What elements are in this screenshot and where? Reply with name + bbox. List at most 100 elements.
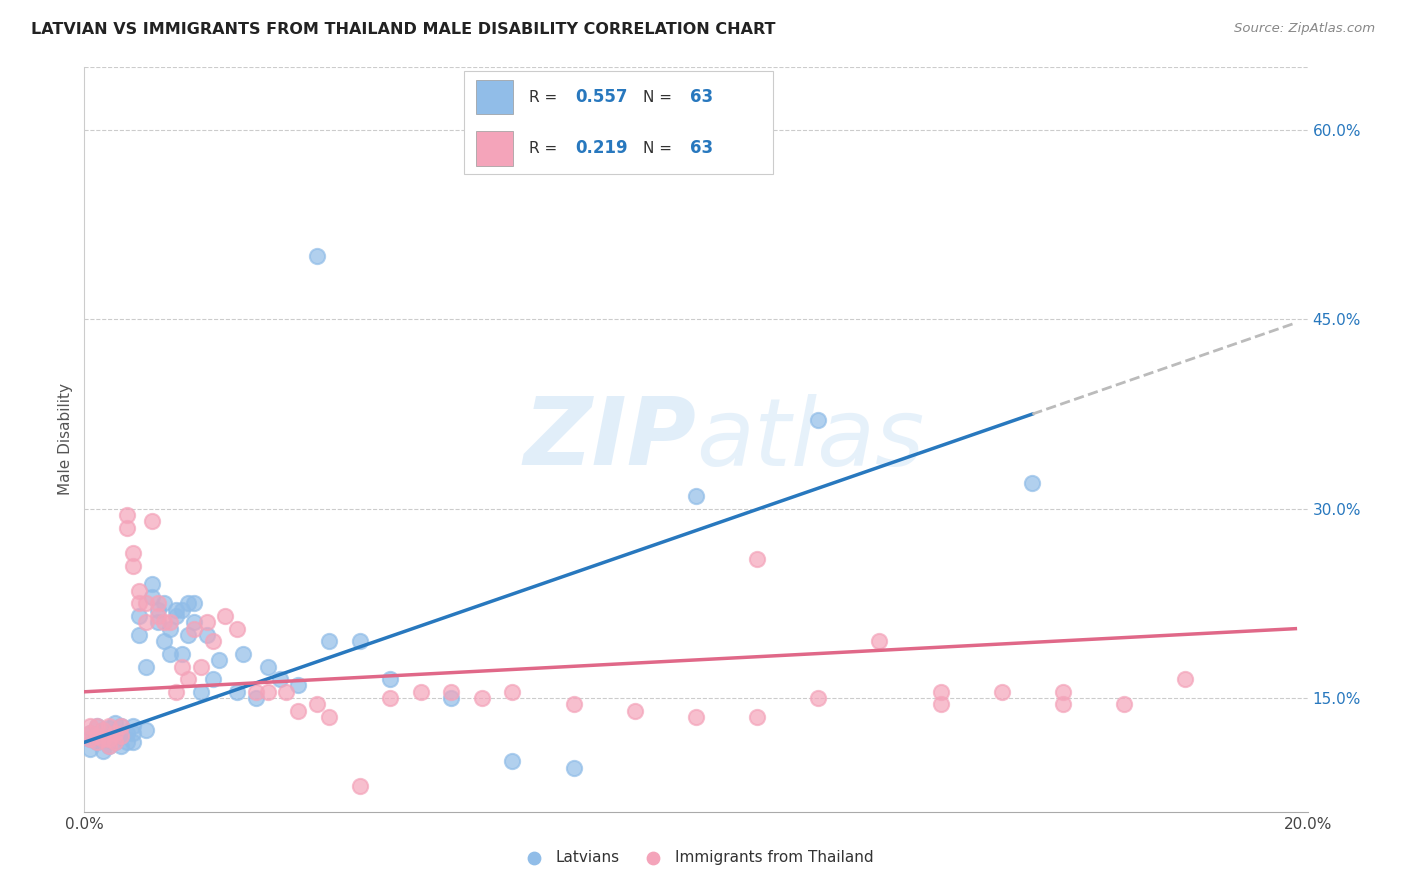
Point (208, 653, 231, 667)
Point (226, 685, 249, 699)
Point (86, 719, 108, 733)
Point (91, 744, 114, 758)
Point (146, 609, 169, 624)
Point (153, 634, 176, 648)
Point (257, 685, 280, 699)
Point (195, 628, 218, 642)
Point (287, 704, 309, 718)
Point (79, 741, 101, 756)
Text: R =: R = (529, 89, 562, 104)
Point (97, 731, 120, 746)
Point (115, 508, 138, 522)
Point (97, 719, 120, 733)
Point (1174, 672, 1197, 686)
Point (226, 622, 249, 636)
Point (177, 628, 200, 642)
Text: 0.219: 0.219 (575, 139, 628, 157)
Text: 0.557: 0.557 (575, 88, 628, 106)
Point (141, 590, 163, 604)
Point (135, 615, 157, 630)
Point (104, 726, 127, 740)
Text: 63: 63 (690, 139, 713, 157)
Point (305, 249, 328, 263)
Point (135, 596, 157, 610)
Point (177, 596, 200, 610)
Point (409, 685, 432, 699)
Point (110, 719, 132, 733)
Point (183, 596, 205, 610)
Point (929, 685, 952, 699)
Point (991, 685, 1014, 699)
Point (91, 731, 114, 746)
Point (110, 729, 132, 743)
Point (165, 603, 187, 617)
Point (276, 685, 298, 699)
Text: LATVIAN VS IMMIGRANTS FROM THAILAND MALE DISABILITY CORRELATION CHART: LATVIAN VS IMMIGRANTS FROM THAILAND MALE… (31, 22, 776, 37)
Point (79, 731, 101, 746)
Point (349, 634, 371, 648)
Point (287, 678, 309, 692)
Point (257, 659, 280, 673)
Point (1021, 476, 1043, 491)
Point (104, 716, 127, 731)
Point (146, 603, 169, 617)
Point (502, 685, 524, 699)
Text: R =: R = (529, 141, 562, 156)
Point (79, 719, 101, 733)
Point (807, 413, 830, 427)
Point (79, 726, 101, 740)
Point (115, 726, 138, 740)
Point (172, 647, 194, 661)
Point (141, 577, 163, 591)
Point (104, 726, 127, 740)
Point (269, 672, 291, 686)
Text: Source: ZipAtlas.com: Source: ZipAtlas.com (1234, 22, 1375, 36)
Point (86, 719, 108, 733)
Point (318, 710, 340, 724)
Point (624, 704, 647, 718)
Point (86, 729, 108, 743)
Point (471, 691, 494, 706)
Point (562, 760, 585, 774)
Point (201, 672, 224, 686)
Point (122, 735, 145, 749)
Point (79, 731, 101, 746)
Point (104, 735, 127, 749)
Point (115, 521, 138, 535)
Point (245, 691, 267, 706)
Y-axis label: Male Disability: Male Disability (58, 384, 73, 495)
Point (195, 615, 218, 630)
Point (128, 609, 150, 624)
Text: N =: N = (644, 89, 678, 104)
Point (135, 659, 157, 673)
Point (380, 672, 402, 686)
Point (380, 691, 402, 706)
Point (141, 514, 163, 528)
Text: atlas: atlas (696, 393, 924, 485)
Point (183, 622, 205, 636)
Point (562, 698, 585, 712)
Point (115, 735, 138, 749)
FancyBboxPatch shape (464, 71, 773, 174)
Point (190, 659, 212, 673)
Point (214, 609, 236, 624)
Point (91, 723, 114, 737)
Point (159, 647, 181, 661)
Point (685, 710, 707, 724)
Point (190, 685, 212, 699)
Point (122, 726, 145, 740)
Point (807, 691, 830, 706)
Point (177, 672, 200, 686)
Point (153, 615, 176, 630)
Point (159, 622, 181, 636)
Point (86, 735, 108, 749)
Point (245, 685, 267, 699)
Point (685, 489, 707, 503)
Point (183, 615, 205, 630)
Point (128, 596, 150, 610)
Point (1052, 685, 1074, 699)
FancyBboxPatch shape (477, 131, 513, 166)
Point (172, 603, 194, 617)
Point (122, 558, 145, 573)
Point (305, 698, 328, 712)
